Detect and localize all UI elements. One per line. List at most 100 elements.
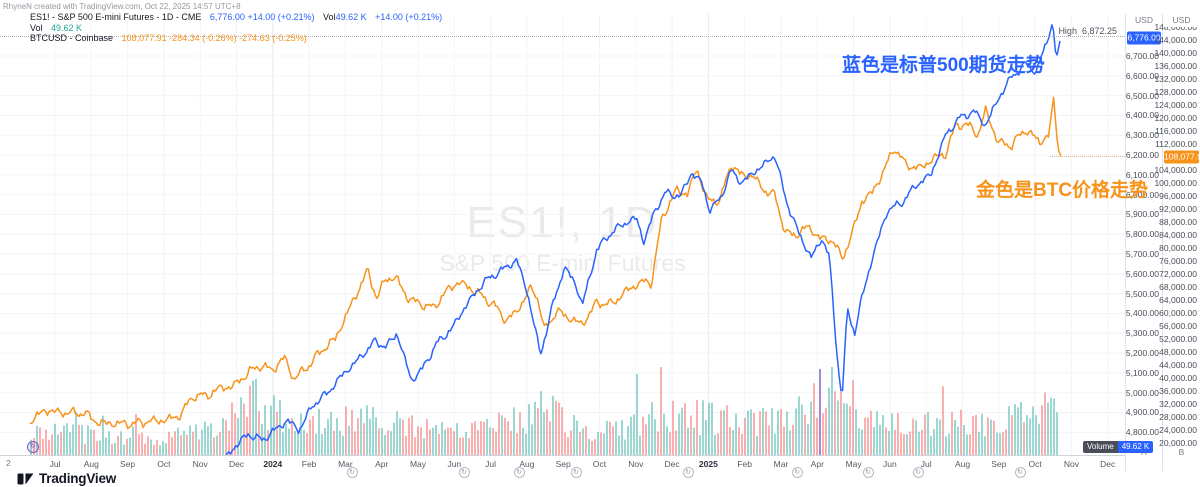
volume-bar <box>1035 415 1037 455</box>
volume-bar <box>405 435 407 455</box>
es-symbol-label[interactable]: ES1! - S&P 500 E-mini Futures - 1D - CME <box>30 12 202 22</box>
price-tick-btc: 52,000.00 <box>1159 333 1197 344</box>
annotation-btc[interactable]: 金色是BTC价格走势 <box>976 180 1149 201</box>
volume-bar <box>366 405 368 455</box>
volume-bar <box>681 407 683 455</box>
btc-price-badge: 108,077.91 <box>1164 150 1200 164</box>
volume-bar <box>621 419 623 455</box>
volume-bar <box>852 380 854 455</box>
volume-bar <box>762 407 764 455</box>
volume-bar <box>327 419 329 455</box>
volume-bar <box>219 431 221 455</box>
volume-bar <box>732 430 734 455</box>
volume-bar <box>711 402 713 455</box>
volume-bar <box>1005 429 1007 455</box>
time-tick-label: May <box>409 459 427 469</box>
volume-bar <box>855 409 857 455</box>
time-tick-label: Oct <box>1028 459 1042 469</box>
volume-bar <box>153 444 155 455</box>
volume-bar <box>195 424 197 455</box>
es-change: +14.00 (+0.21%) <box>247 12 315 22</box>
btc-symbol-label[interactable]: BTCUSD - Coinbase <box>30 33 114 43</box>
btc-line[interactable] <box>29 96 1062 430</box>
timeline-event-icon[interactable]: ↻ <box>570 467 582 478</box>
timeline-event-icon[interactable]: ↻ <box>513 467 525 478</box>
volume-bar <box>294 431 296 455</box>
volume-bar <box>891 413 893 455</box>
volume-bar <box>453 431 455 455</box>
volume-bar <box>207 426 209 455</box>
timeline-event-icon[interactable]: ↻ <box>682 467 694 478</box>
volume-bar <box>672 400 674 455</box>
volume-bar <box>408 418 410 455</box>
price-tick-btc: 132,000.00 <box>1154 73 1197 84</box>
timeline-event-icon[interactable]: ↻ <box>458 467 470 478</box>
highlighted-event-icon[interactable]: ↻ <box>27 441 39 453</box>
volume-bar <box>825 407 827 455</box>
price-tick-btc: 72,000.00 <box>1159 268 1197 279</box>
volume-bar <box>936 418 938 455</box>
es-line[interactable] <box>30 24 1061 487</box>
volume-bar <box>447 427 449 455</box>
volume-bar <box>48 439 50 455</box>
time-tick-label: Sep <box>991 459 1007 469</box>
btc-last-price-line <box>1050 156 1125 157</box>
volume-bar <box>1029 418 1031 455</box>
volume-bar <box>636 374 638 455</box>
volume-bar <box>999 433 1001 455</box>
volume-bar <box>600 432 602 455</box>
volume-bar <box>738 427 740 455</box>
time-tick-label: Dec <box>228 459 245 469</box>
price-tick-es: 4,800.00 <box>1125 427 1159 438</box>
timeline-event-icon[interactable]: ↻ <box>862 467 874 478</box>
volume-indicator-value: 49.62 K <box>51 22 83 33</box>
price-tick-btc: 120,000.00 <box>1154 112 1197 123</box>
volume-bar <box>309 419 311 455</box>
volume-bar <box>201 429 203 455</box>
volume-bar <box>924 414 926 455</box>
time-tick-label: Mar <box>773 459 789 469</box>
volume-bar <box>255 378 257 455</box>
volume-bar <box>540 391 542 455</box>
time-axis[interactable]: Jul Aug Sep Oct Nov Dec 2024 Feb Mar Apr May Jun Jul… <box>0 455 1200 481</box>
volume-indicator-label[interactable]: Vol <box>30 22 43 33</box>
volume-bar <box>354 431 356 455</box>
volume-bar <box>111 443 113 455</box>
time-tick-label: Apr <box>375 459 389 469</box>
legend-row-btc[interactable]: BTCUSD - Coinbase 108,077.91 -284.34 (-0… <box>30 33 442 44</box>
volume-bar <box>483 421 485 455</box>
volume-bar <box>222 418 224 455</box>
annotation-sp500[interactable]: 蓝色是标普500期货走势 <box>842 55 1045 76</box>
volume-bar <box>324 427 326 455</box>
volume-bar <box>378 428 380 455</box>
price-tick-btc: 24,000.00 <box>1159 424 1197 435</box>
timeline-event-icon[interactable]: ↻ <box>1014 467 1026 478</box>
volume-bar <box>288 428 290 455</box>
volume-bar <box>819 369 821 455</box>
time-tick-label: Aug <box>954 459 971 469</box>
volume-bar <box>633 414 635 455</box>
volume-bar <box>594 439 596 455</box>
volume-bar <box>75 411 77 455</box>
legend-row-volume[interactable]: Vol 49.62 K <box>30 22 442 34</box>
volume-bar <box>717 433 719 455</box>
timeline-event-icon[interactable]: ↻ <box>791 467 803 478</box>
time-tick-label: Nov <box>1063 459 1079 469</box>
volume-bar <box>318 408 320 455</box>
price-tick-es: 5,000.00 <box>1125 387 1159 398</box>
volume-bar <box>420 427 422 455</box>
price-scale-es-currency[interactable]: USD <box>1126 14 1162 27</box>
price-scale-btc[interactable]: USD 108,077.91 B 148,000.00144,000.00140… <box>1154 14 1200 471</box>
price-scale-es[interactable]: USD 6,776.00 A 6,700.006,600.006,500.006… <box>1125 14 1162 471</box>
volume-bar <box>399 418 401 455</box>
volume-bar <box>894 430 896 455</box>
legend-row-es[interactable]: ES1! - S&P 500 E-mini Futures - 1D - CME… <box>30 12 442 23</box>
volume-bar <box>51 434 53 455</box>
price-tick-es: 5,400.00 <box>1125 308 1159 319</box>
timeline-event-icon[interactable]: ↻ <box>346 467 358 478</box>
price-scale-btc-currency[interactable]: USD <box>1163 14 1200 27</box>
volume-bar <box>456 423 458 455</box>
tradingview-logo[interactable]: TradingView <box>17 471 116 486</box>
timeline-event-icon[interactable]: ↻ <box>912 467 924 478</box>
